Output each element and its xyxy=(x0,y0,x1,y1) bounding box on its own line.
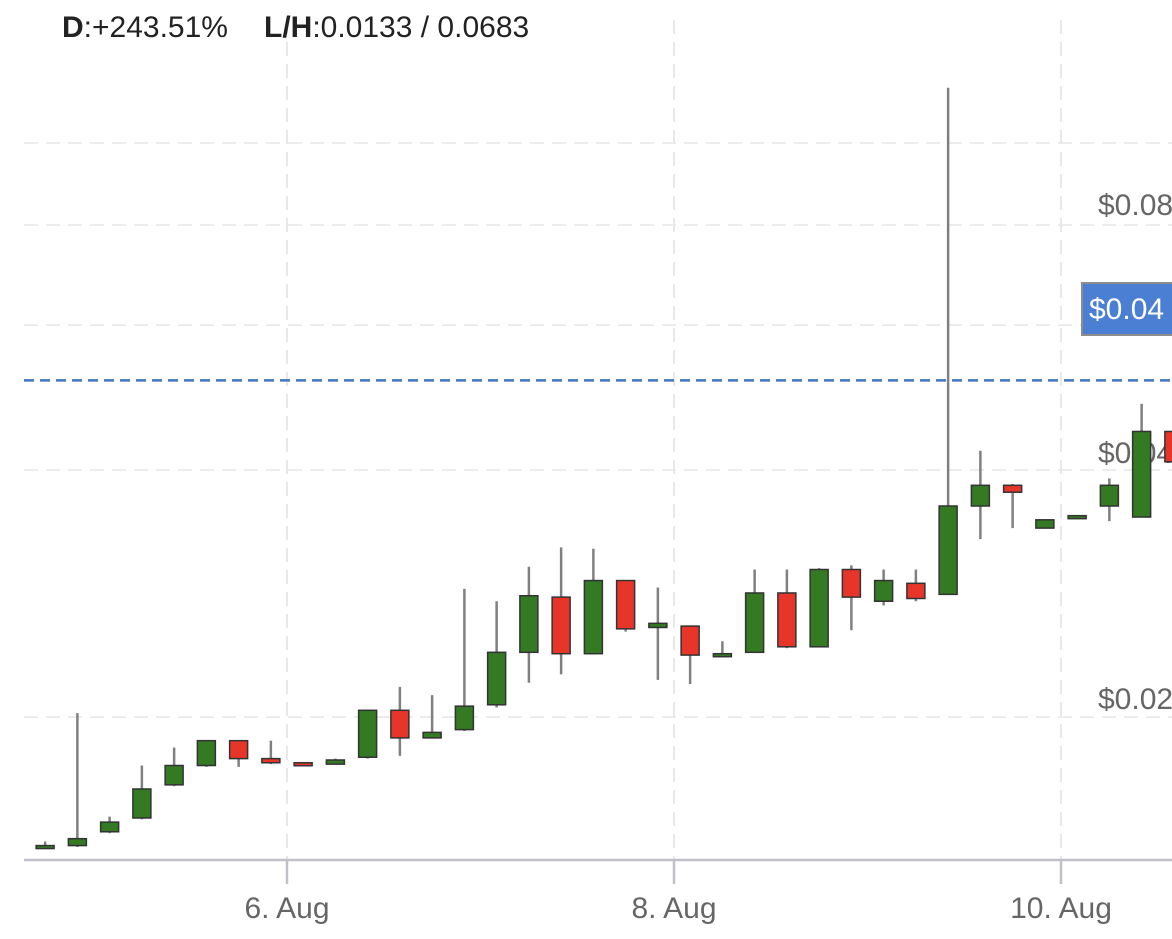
candle-body-down xyxy=(841,568,862,598)
candle-body-up xyxy=(744,592,765,654)
vertical-gridlines xyxy=(286,20,1062,860)
candle-body-down xyxy=(390,709,410,739)
range-value: :0.0133 / 0.0683 xyxy=(312,11,529,44)
candle xyxy=(164,747,184,787)
candle-body-up xyxy=(1131,430,1152,518)
y-tick-label: $0.02 xyxy=(1098,683,1172,716)
chart-header: D:+243.51% L/H:0.0133 / 0.0683 xyxy=(62,11,529,44)
candle xyxy=(648,587,668,680)
candle-body-up xyxy=(1099,484,1120,507)
badge-label: $0.04 xyxy=(1089,293,1164,326)
candle-body-up xyxy=(454,705,475,731)
candle-body-up xyxy=(1067,514,1087,520)
candle xyxy=(906,569,926,602)
candle-body-up xyxy=(519,594,539,654)
y-tick-label: $0.08 xyxy=(1098,189,1172,222)
candle xyxy=(422,695,442,739)
candle xyxy=(132,765,152,820)
candle xyxy=(1099,478,1120,522)
candle xyxy=(809,568,829,648)
candle xyxy=(712,641,733,658)
candle xyxy=(261,740,281,765)
x-tick-label: 6. Aug xyxy=(244,892,329,925)
candle-body-up xyxy=(486,651,507,706)
candle-body-up xyxy=(35,844,55,850)
change-indicator: D:+243.51% xyxy=(62,11,228,44)
current-price-badge: $0.04 xyxy=(1081,282,1172,336)
candle-body-up xyxy=(422,731,442,739)
candle xyxy=(519,566,539,683)
candle-body-up xyxy=(873,579,894,603)
candle-body-up xyxy=(132,788,152,819)
candle-body-up xyxy=(583,579,604,655)
range-label: L/H xyxy=(264,11,312,44)
range-indicator: L/H:0.0133 / 0.0683 xyxy=(264,11,529,44)
candle xyxy=(390,686,410,756)
candle-body-up xyxy=(67,837,88,847)
candle-body-down xyxy=(551,596,571,655)
candle xyxy=(1164,430,1172,463)
candle-body-up xyxy=(809,568,829,648)
candle xyxy=(99,816,120,834)
candle xyxy=(551,547,571,675)
candle xyxy=(873,569,894,606)
candle xyxy=(1002,483,1023,529)
candle-body-up xyxy=(970,484,991,507)
candle-body-down xyxy=(906,582,926,600)
candle xyxy=(293,762,313,767)
candle-body-up xyxy=(357,709,378,758)
candle-body-up xyxy=(712,652,733,658)
candle-body-up xyxy=(938,505,958,596)
candle xyxy=(744,569,765,654)
x-tick-label: 10. Aug xyxy=(1010,892,1112,925)
candle-body-down xyxy=(228,739,249,760)
candle-body-down xyxy=(777,592,797,648)
candle xyxy=(970,450,991,540)
candle-body-up xyxy=(99,821,120,833)
candle xyxy=(357,709,378,759)
candle-body-down xyxy=(261,757,281,764)
candle xyxy=(1131,403,1152,518)
badge-background xyxy=(1081,282,1172,336)
candle-body-up xyxy=(648,622,668,629)
x-tick-label: 8. Aug xyxy=(631,892,716,925)
candle-body-up xyxy=(196,739,217,767)
candle xyxy=(1035,519,1055,529)
change-label: D xyxy=(62,11,84,44)
candle-body-up xyxy=(325,759,346,765)
candle xyxy=(486,601,507,708)
candle xyxy=(196,739,217,767)
candle xyxy=(615,579,636,632)
x-axis: 6. Aug 8. Aug 10. Aug xyxy=(24,858,1172,925)
candle xyxy=(325,758,346,765)
candle xyxy=(228,739,249,767)
candle xyxy=(777,569,797,649)
candle-body-down xyxy=(293,762,313,767)
candles-layer xyxy=(35,87,1172,850)
candle-body-up xyxy=(164,764,184,786)
candle xyxy=(938,87,958,596)
candle xyxy=(680,625,700,685)
candle-body-up xyxy=(1035,519,1055,529)
candle xyxy=(454,588,475,732)
candle xyxy=(841,565,862,631)
candle xyxy=(35,841,55,850)
candle-body-down xyxy=(1002,484,1023,493)
candle xyxy=(583,548,604,655)
candle xyxy=(67,713,88,847)
candle xyxy=(1067,514,1087,520)
candle-body-down xyxy=(680,625,700,656)
change-value: :+243.51% xyxy=(84,11,228,44)
candle-body-down xyxy=(1164,430,1172,463)
candle-body-down xyxy=(615,579,636,630)
